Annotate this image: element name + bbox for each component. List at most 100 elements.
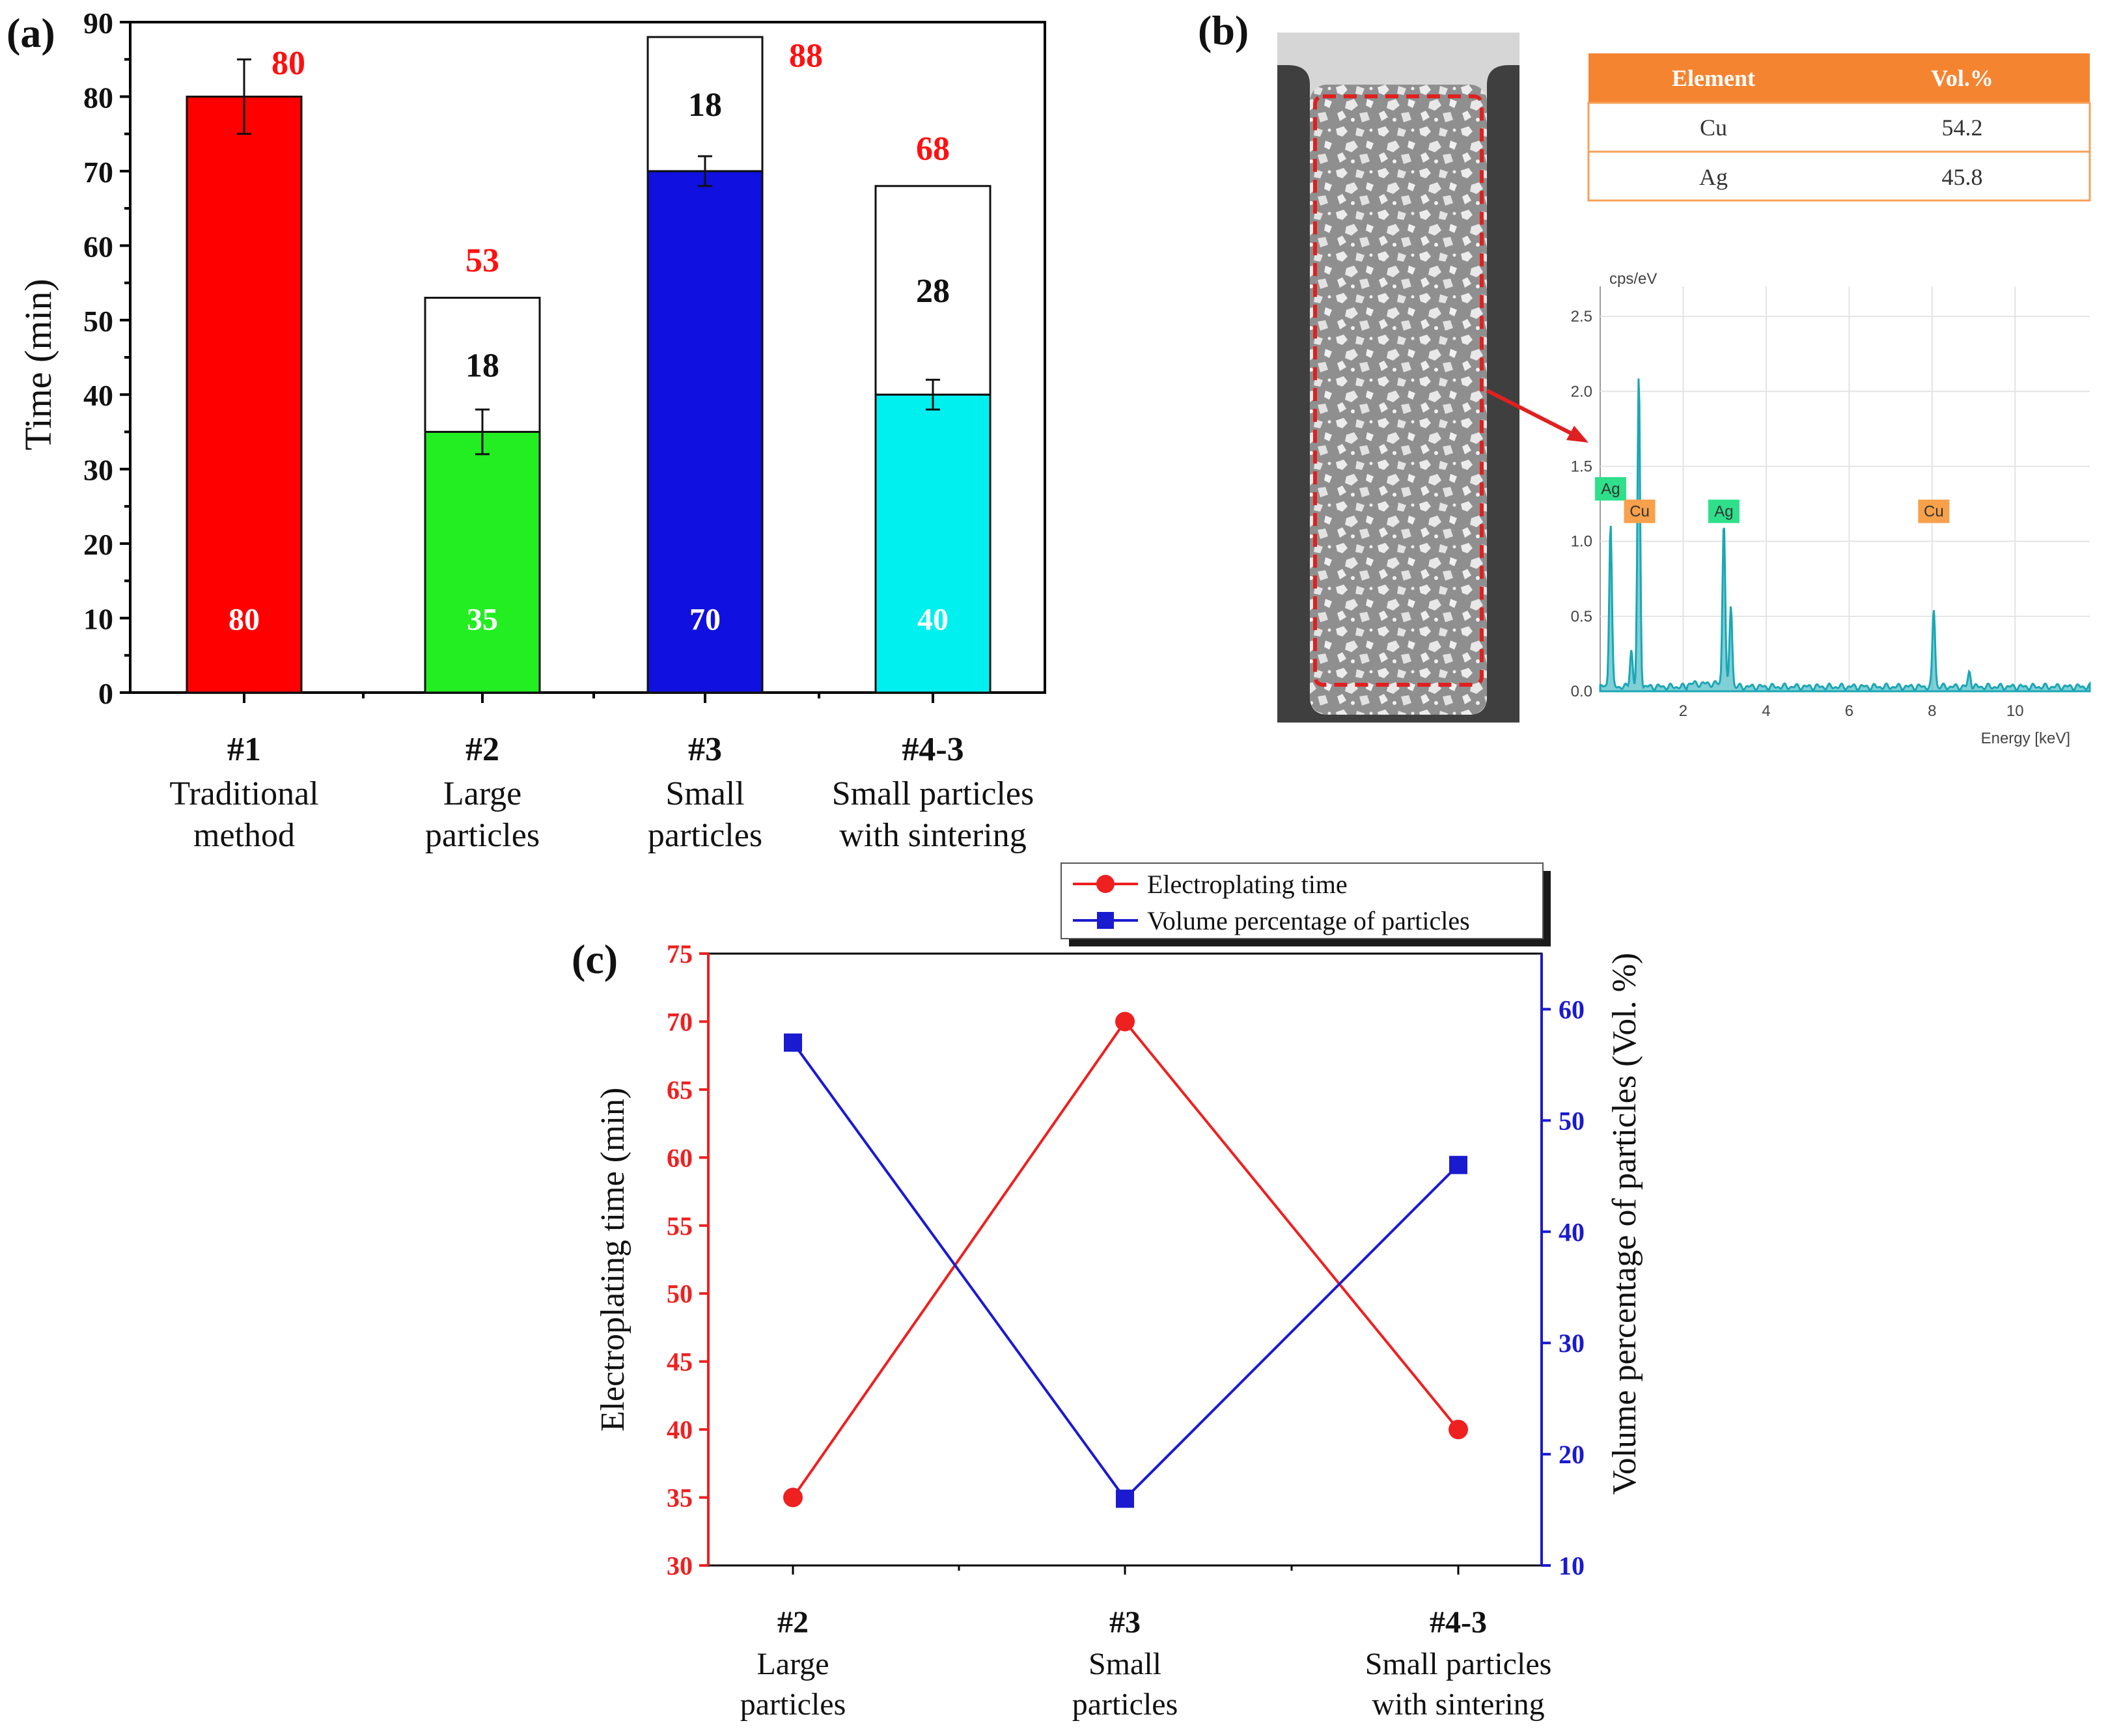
y-tick-label-a: 80: [83, 81, 113, 114]
y-tick-label-right-c: 30: [1559, 1329, 1585, 1358]
x-category-id-a: #4-3: [902, 731, 964, 768]
y-tick-label-left-c: 50: [667, 1279, 693, 1308]
bar-stack: [874, 185, 992, 396]
y-tick-label-right-c: 20: [1559, 1440, 1585, 1469]
legend-c: Electroplating time Volume percentage of…: [1061, 862, 1551, 946]
x-category-id-c: #4-3: [1430, 1605, 1487, 1640]
y-axis-label-right-c: Volume percentage of particles (Vol. %): [1606, 953, 1643, 1495]
line-chart-c: 30 35 40 45 50 55 60 65 70 75 10 20 30 40 50 60 #2 Large…: [594, 862, 1643, 1722]
spectrum-x-tick-label: 6: [1845, 702, 1853, 720]
base-value-label: 70: [689, 603, 721, 637]
x-category-id-a: #2: [465, 731, 499, 768]
y-tick-label-a: 30: [83, 454, 113, 487]
y-axis-label-left-c: Electroplating time (min): [594, 1088, 631, 1432]
spectrum-trace: [1599, 378, 2091, 693]
y-axis-label-a: Time (min): [17, 279, 59, 450]
y-tick-label-a: 50: [83, 305, 113, 338]
y-tick-label-a: 40: [83, 379, 113, 412]
spectrum-element-tag-label: Cu: [1630, 503, 1650, 521]
pointer-arrow: [1486, 389, 1575, 437]
point-electroplating: [1115, 1012, 1135, 1032]
series-line-volume: [792, 1041, 1460, 1501]
point-electroplating: [783, 1487, 803, 1508]
x-category-label-a: Large: [443, 775, 521, 812]
x-category-label-a: Small: [665, 775, 744, 812]
x-category-label-a: method: [193, 817, 295, 854]
total-value-label: 88: [789, 38, 823, 75]
point-volume: [784, 1033, 802, 1052]
total-value-label: 68: [916, 130, 950, 167]
y-tick-label-right-c: 10: [1559, 1551, 1585, 1580]
y-tick-label-right-c: 40: [1559, 1217, 1585, 1247]
panel-label-c: (c): [572, 936, 618, 982]
x-category-label-c: Large: [756, 1647, 829, 1681]
table-row-cu-vol: 54.2: [1942, 115, 1983, 141]
bar-base: [186, 95, 303, 694]
x-category-label-a: Small particles: [832, 775, 1034, 812]
spectrum-element-tag: [1918, 499, 1950, 523]
base-value-label: 35: [467, 603, 498, 637]
spectrum-x-label: Energy [keV]: [1981, 730, 2070, 747]
spectrum-element-tag: [1594, 477, 1626, 501]
pointer-arrowhead: [1566, 426, 1588, 443]
bar-base: [424, 430, 541, 694]
spectrum-x-tick-label: 8: [1928, 702, 1936, 720]
point-electroplating: [1449, 1420, 1468, 1440]
eds-spectrum: 2 4 6 8 10 0.0 0.5 1.0 1.5 2.0 2.5 Ag Cu Ag Cu cps/eV…: [1571, 270, 2091, 747]
y-tick-label-left-c: 30: [667, 1551, 693, 1580]
spectrum-x-tick-label: 10: [2006, 702, 2024, 720]
spectrum-element-tag-label: Ag: [1601, 480, 1620, 498]
table-header-row: [1588, 53, 2090, 103]
spectrum-y-tick-label: 0.5: [1571, 608, 1592, 626]
y-tick-label-a: 60: [83, 230, 113, 263]
x-category-label-c: Small: [1089, 1647, 1161, 1681]
x-category-label-c: with sintering: [1372, 1687, 1544, 1722]
series-line-electroplating: [792, 1019, 1460, 1498]
x-category-label-c: Small particles: [1365, 1647, 1552, 1681]
y-tick-label-left-c: 55: [667, 1211, 693, 1241]
panel-b: Element Vol.% Cu 54.2 Ag 45.8 2 4 6 8 10 0.0 0…: [1277, 33, 2091, 747]
x-category-label-a: Traditional: [169, 775, 318, 812]
x-category-label-c: particles: [740, 1687, 846, 1722]
spectrum-element-tag: [1624, 499, 1656, 523]
bar-base: [646, 170, 764, 694]
y-tick-label-a: 0: [98, 677, 113, 710]
x-category-label-a: particles: [425, 817, 540, 854]
panel-label-b: (b): [1198, 7, 1249, 53]
point-volume: [1449, 1155, 1467, 1174]
panel-label-a: (a): [7, 10, 55, 56]
spectrum-x-tick-label: 2: [1679, 702, 1687, 720]
y-tick-label-left-c: 75: [667, 939, 693, 969]
y-tick-label-a: 10: [83, 603, 113, 636]
spectrum-x-tick-label: 4: [1762, 702, 1770, 720]
y-tick-label-a: 20: [83, 528, 113, 561]
total-value-label: 53: [465, 242, 499, 279]
composition-table: Element Vol.% Cu 54.2 Ag 45.8: [1587, 53, 2091, 202]
y-tick-label-a: 70: [83, 156, 113, 189]
x-category-id-a: #3: [688, 731, 722, 768]
x-category-label-a: with sintering: [839, 817, 1026, 854]
x-category-id-c: #2: [777, 1605, 809, 1640]
spectrum-y-tick-label: 1.0: [1571, 533, 1592, 551]
table-header-vol: Vol.%: [1931, 65, 1993, 91]
spectrum-y-tick-label: 2.0: [1571, 383, 1592, 400]
spectrum-y-unit: cps/eV: [1609, 270, 1657, 288]
spectrum-element-tag-label: Ag: [1714, 503, 1733, 521]
y-tick-label-left-c: 60: [667, 1143, 693, 1172]
total-value-label: 80: [271, 45, 305, 82]
table-row-ag-element: Ag: [1699, 164, 1728, 190]
table-header-element: Element: [1672, 65, 1755, 91]
sem-cross-section-image: [1277, 33, 1519, 723]
legend-marker-volume: [1097, 912, 1114, 929]
spectrum-element-tag-label: Cu: [1924, 503, 1944, 521]
x-category-id-a: #1: [227, 731, 261, 768]
y-tick-label-a: 90: [83, 7, 113, 40]
y-tick-label-right-c: 60: [1559, 995, 1585, 1024]
x-category-label-c: particles: [1072, 1687, 1178, 1722]
stack-value-label: 18: [688, 87, 722, 124]
bar-base: [874, 393, 992, 694]
spectrum-y-tick-label: 1.5: [1571, 458, 1592, 475]
table-row-cu-element: Cu: [1700, 115, 1727, 141]
y-tick-label-left-c: 65: [667, 1075, 693, 1105]
